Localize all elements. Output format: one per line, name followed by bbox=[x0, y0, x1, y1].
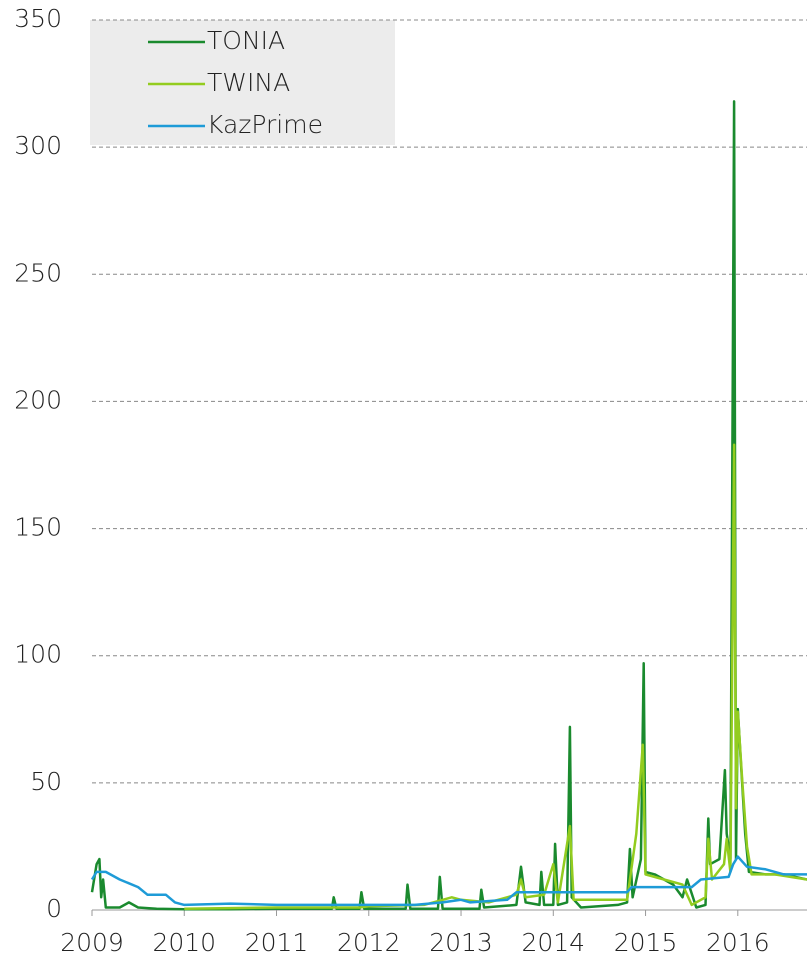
x-tick-label: 2010 bbox=[152, 928, 216, 957]
x-tick-label: 2012 bbox=[337, 928, 401, 957]
y-tick-label: 250 bbox=[14, 258, 62, 287]
y-tick-label: 200 bbox=[14, 385, 62, 414]
y-tick-label: 350 bbox=[14, 4, 62, 33]
y-tick-label: 300 bbox=[14, 131, 62, 160]
series-line bbox=[90, 100, 807, 911]
x-tick-label: 2015 bbox=[614, 928, 678, 957]
x-tick-label: 2011 bbox=[245, 928, 309, 957]
legend-label: KazPrime bbox=[207, 110, 323, 139]
legend-label: TONIA bbox=[207, 26, 285, 55]
x-tick-label: 2014 bbox=[521, 928, 585, 957]
y-tick-label: 0 bbox=[46, 894, 62, 923]
series-line bbox=[184, 443, 807, 910]
y-tick-label: 50 bbox=[30, 767, 62, 796]
x-tick-label: 2009 bbox=[60, 928, 124, 957]
legend-box bbox=[90, 20, 395, 145]
series-line bbox=[90, 855, 807, 907]
y-tick-label: 150 bbox=[14, 513, 62, 542]
legend-label: TWINA bbox=[207, 68, 290, 97]
y-tick-label: 100 bbox=[14, 640, 62, 669]
x-tick-label: 2013 bbox=[429, 928, 493, 957]
x-tick-label: 2016 bbox=[706, 928, 770, 957]
